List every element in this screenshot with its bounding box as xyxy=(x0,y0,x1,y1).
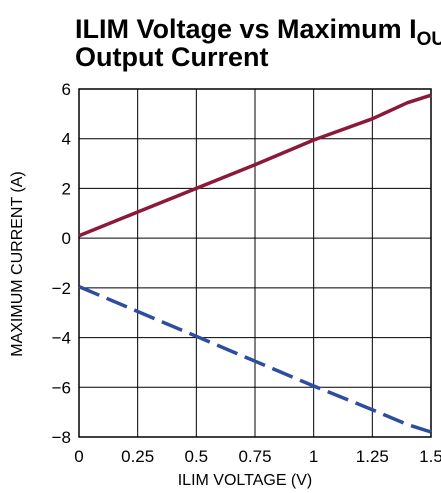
chart-title-subscript: OUT0 xyxy=(417,29,441,50)
y-axis-label: MAXIMUM CURRENT (A) xyxy=(9,171,26,356)
y-tick-label: 0 xyxy=(62,229,71,248)
x-tick-label: 1.25 xyxy=(356,447,389,466)
x-tick-labels: 0 0.25 0.5 0.75 1 1.25 1.5 xyxy=(74,447,441,466)
y-tick-label: 4 xyxy=(62,130,71,149)
x-tick-label: 1.5 xyxy=(419,447,441,466)
y-tick-labels: 6 4 2 0 −2 −4 −6 −8 xyxy=(52,80,71,447)
grid xyxy=(78,88,432,438)
y-tick-label: −6 xyxy=(52,378,71,397)
y-tick-label: 6 xyxy=(62,80,71,99)
y-tick-label: −8 xyxy=(52,428,71,447)
series-layer xyxy=(78,93,432,434)
x-axis-label: ILIM VOLTAGE (V) xyxy=(178,472,313,489)
x-tick-label: 0.25 xyxy=(121,447,154,466)
x-tick-label: 0.5 xyxy=(185,447,209,466)
y-tick-label: 2 xyxy=(62,179,71,198)
x-tick-label: 0.75 xyxy=(238,447,271,466)
chart-title: ILIM Voltage vs Maximum IOUT0 xyxy=(75,14,441,50)
x-tick-label: 1 xyxy=(309,447,318,466)
y-tick-label: −2 xyxy=(52,279,71,298)
series-line-solid xyxy=(78,93,432,238)
series-line-dashed xyxy=(78,284,432,434)
plot-frame xyxy=(78,88,432,438)
chart-title-line2: Output Current xyxy=(75,42,268,72)
y-tick-label: −4 xyxy=(52,329,71,348)
x-tick-label: 0 xyxy=(74,447,83,466)
chart-title-main: ILIM Voltage vs Maximum I xyxy=(75,14,417,44)
